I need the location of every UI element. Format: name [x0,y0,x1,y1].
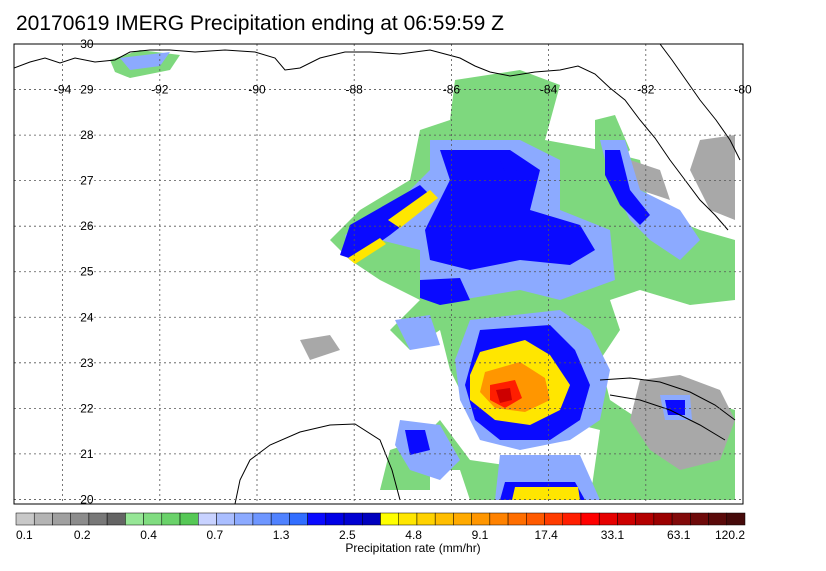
colorbar-units-label: Precipitation rate (mm/hr) [345,541,481,555]
precip-area-lightblue [395,315,440,350]
colorbar-tick-label: 0.1 [16,528,33,542]
latitude-label: 22 [80,401,94,415]
colorbar-tick-label: 0.2 [74,528,91,542]
precip-area-blue [500,155,520,172]
latitude-label: 25 [80,265,94,279]
colorbar-tick-label: 1.3 [273,528,290,542]
latitude-label: 27 [80,174,94,188]
coastline-yucatan [234,423,401,504]
longitude-label: -80 [734,83,752,97]
latitude-label: 29 [80,83,94,97]
latitude-label: 23 [80,356,94,370]
precip-area-blue [420,278,470,305]
longitude-label: -90 [248,83,266,97]
longitude-label: -84 [540,83,558,97]
colorbar-tick-label: 0.4 [140,528,157,542]
longitude-label: -88 [346,83,364,97]
colorbar-tick-label: 0.7 [206,528,223,542]
precip-area-yellow [348,238,386,264]
colorbar-tick-labels: 0.1 0.2 0.4 0.7 1.3 2.5 4.8 9.1 17.4 33.1 63.1 120.… [16,528,745,542]
precip-area-yellow [388,190,438,228]
precip-area-blue [425,150,595,270]
latitude-label: 20 [80,492,94,506]
latitude-label: 28 [80,128,94,142]
precip-area-blue [605,150,650,225]
coastline-florida-east [659,44,741,161]
precip-area-red [496,388,512,403]
colorbar-tick-label: 33.1 [601,528,625,542]
colorbar-tick-label: 120.2 [715,528,745,542]
longitude-label: -86 [443,83,461,97]
latitude-label: 26 [80,219,94,233]
longitude-labels: -94 -92 -90 -88 -86 -84 -82 -80 [54,83,752,97]
latitude-label: 24 [80,310,94,324]
precip-area-lightblue [120,52,170,70]
precip-area-yellow [512,487,580,500]
map-frame [13,43,744,505]
precip-area-blue [665,400,685,415]
precip-area-gray [300,335,340,360]
latitude-label: 21 [80,447,94,461]
colorbar-tick-label: 4.8 [405,528,422,542]
precip-area-gray [690,135,735,220]
precipitation-field [110,50,735,500]
colorbar-tick-label: 17.4 [535,528,559,542]
longitude-label: -92 [151,83,169,97]
precipitation-map: -94 -92 -90 -88 -86 -84 -82 -80 202122232425262… [13,37,752,506]
coastline-cuba [599,377,736,421]
colorbar-tick-label: 2.5 [339,528,356,542]
colorbar-tick-label: 63.1 [667,528,691,542]
longitude-label: -82 [637,83,655,97]
latitude-labels: 20 21 22 23 24 25 26 27 28 29 30 [80,37,94,506]
coastline-cuba-south [609,394,726,441]
colorbar-tick-label: 9.1 [472,528,489,542]
coastline [14,44,741,504]
precip-area-blue [405,430,430,455]
coastline-north [14,49,729,231]
longitude-label: -94 [54,83,72,97]
precip-area-gray [630,375,735,470]
latitude-label: 30 [80,37,94,51]
map-title: 20170619 IMERG Precipitation ending at 0… [16,12,504,35]
